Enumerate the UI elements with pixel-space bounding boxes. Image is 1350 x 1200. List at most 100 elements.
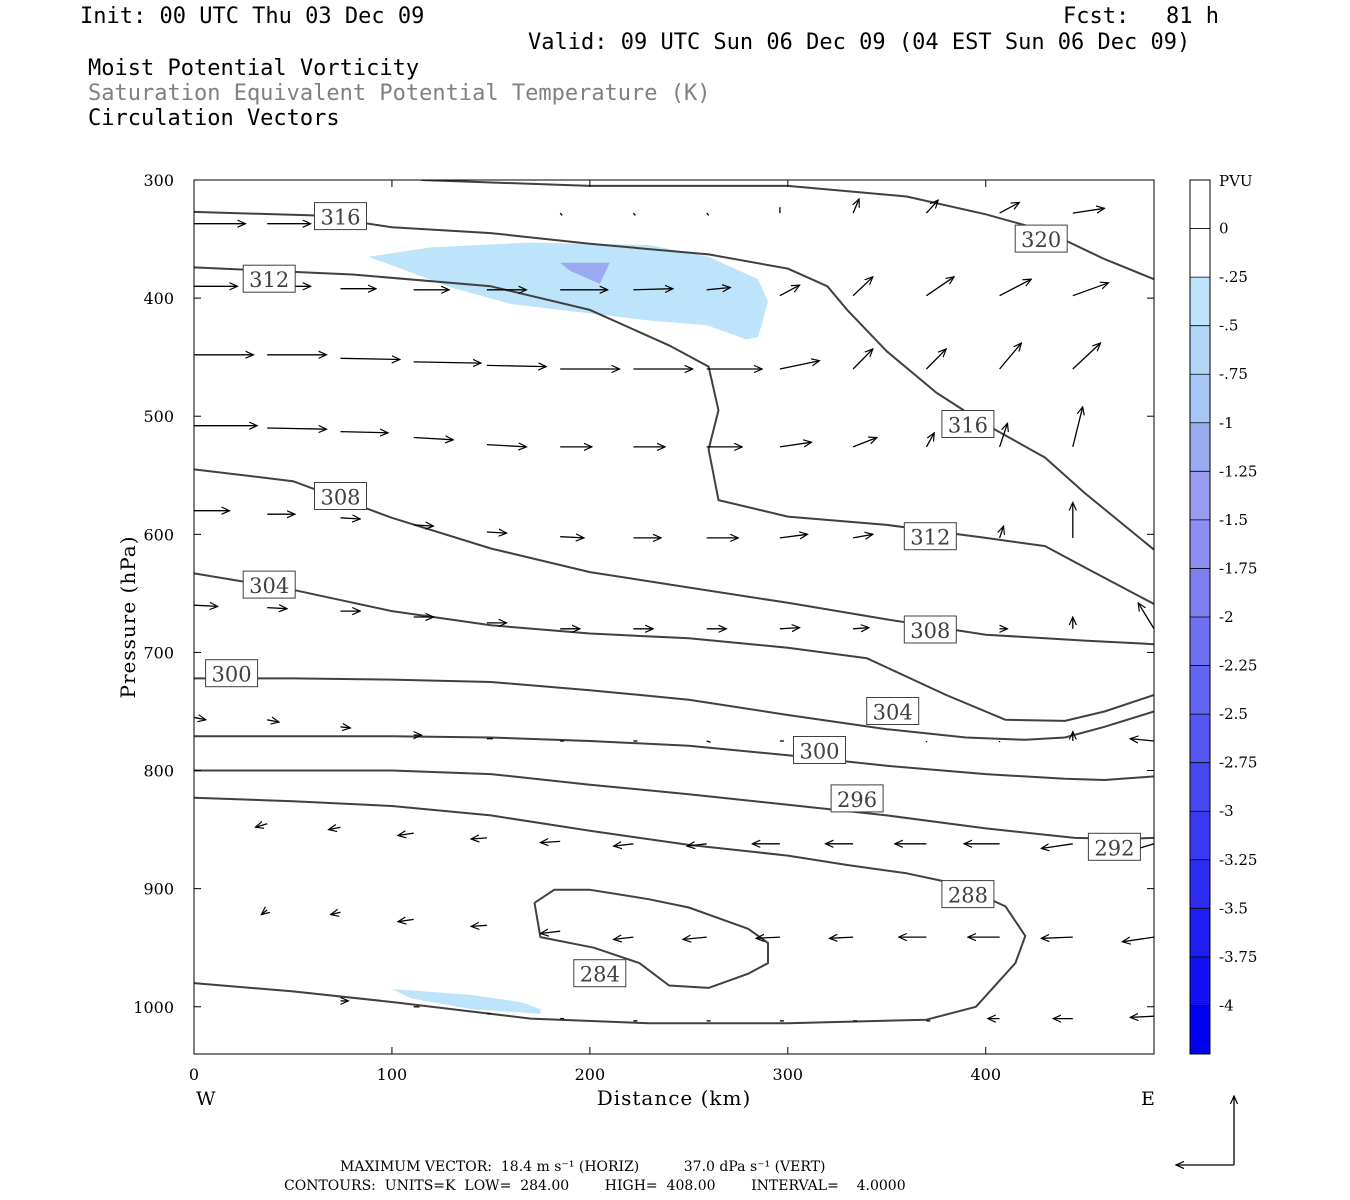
contour-label-box bbox=[573, 959, 627, 988]
x-axis-label: Distance (km) bbox=[597, 1086, 752, 1110]
field-title-vectors: Circulation Vectors bbox=[88, 106, 340, 131]
circulation-vector bbox=[540, 931, 561, 933]
colorbar-label: -.25 bbox=[1219, 268, 1248, 286]
colorbar-label: -1.75 bbox=[1219, 559, 1257, 577]
circulation-vector bbox=[926, 277, 954, 297]
contour-label-box bbox=[314, 202, 367, 231]
contour-label-box bbox=[205, 659, 259, 688]
colorbar-swatch bbox=[1190, 956, 1210, 1006]
contour-label: 308 bbox=[320, 486, 360, 510]
contour-label-box bbox=[242, 570, 296, 599]
max-vector-note: MAXIMUM VECTOR: 18.4 m s⁻¹ (HORIZ) 37.0 … bbox=[340, 1159, 825, 1175]
circulation-vector bbox=[194, 605, 218, 606]
init-time: Init: 00 UTC Thu 03 Dec 09 bbox=[80, 4, 425, 29]
circulation-vector bbox=[683, 937, 707, 939]
circulation-vector bbox=[340, 518, 361, 519]
pv-shade-1 bbox=[560, 262, 610, 284]
colorbar-swatch bbox=[1190, 908, 1210, 958]
colorbar-label: -2.75 bbox=[1219, 754, 1257, 772]
colorbar-label: -2.25 bbox=[1219, 657, 1257, 675]
contour-320 bbox=[421, 180, 1154, 281]
circulation-vector bbox=[1138, 603, 1154, 630]
circulation-vector bbox=[1130, 1016, 1154, 1017]
colorbar-label: -4 bbox=[1219, 996, 1234, 1014]
contour-304 bbox=[194, 572, 1154, 722]
circulation-vector bbox=[486, 365, 546, 366]
circulation-vector bbox=[1041, 843, 1073, 849]
circulation-vector bbox=[331, 912, 341, 914]
circulation-vectors bbox=[194, 199, 1154, 1021]
contour-label: 312 bbox=[249, 268, 289, 292]
contour-label-box bbox=[1014, 224, 1068, 253]
circulation-vector bbox=[267, 720, 279, 722]
contour-label: 296 bbox=[837, 788, 877, 812]
colorbar-swatch bbox=[1190, 180, 1210, 230]
circulation-vector bbox=[633, 289, 673, 290]
colorbar-swatch bbox=[1190, 1005, 1210, 1055]
x-tick-label: 0 bbox=[189, 1065, 199, 1084]
contour-label: 304 bbox=[249, 574, 289, 598]
circulation-vector bbox=[471, 925, 487, 926]
colorbar-label: -3.75 bbox=[1219, 948, 1257, 966]
circulation-vector bbox=[925, 200, 938, 214]
reference-vector-icon bbox=[1176, 1096, 1234, 1165]
contour-label: 284 bbox=[580, 963, 620, 987]
colorbar-swatch bbox=[1190, 665, 1210, 715]
colorbar-swatch bbox=[1190, 228, 1210, 278]
circulation-vector bbox=[340, 727, 351, 728]
contour-288 bbox=[194, 796, 1027, 1025]
circulation-vector bbox=[999, 343, 1022, 370]
circulation-vector bbox=[413, 438, 454, 440]
contour-300 bbox=[194, 677, 1154, 741]
x-tick-label: 100 bbox=[377, 1065, 408, 1084]
circulation-vector bbox=[486, 532, 507, 533]
circulation-vector bbox=[560, 537, 584, 538]
contour-label: 308 bbox=[910, 619, 950, 643]
circulation-vector bbox=[853, 199, 859, 214]
colorbar-swatch bbox=[1190, 325, 1210, 375]
y-tick-label: 900 bbox=[143, 880, 174, 899]
contour-label: 320 bbox=[1021, 228, 1061, 252]
circulation-vector bbox=[999, 279, 1032, 297]
colorbar-label: -1.25 bbox=[1219, 462, 1257, 480]
x-tick-label: 300 bbox=[773, 1065, 804, 1084]
colorbar-label: -3.25 bbox=[1219, 851, 1257, 869]
colorbar-swatch bbox=[1190, 859, 1210, 909]
contour-label: 288 bbox=[948, 884, 988, 908]
theta-es-contours bbox=[194, 180, 1154, 1025]
circulation-vector bbox=[779, 534, 808, 538]
colorbar-label: -2.5 bbox=[1219, 705, 1248, 723]
y-axis: 300 400 500 600 700 800 900 1000 bbox=[133, 171, 1154, 1017]
x-tick-label: 200 bbox=[575, 1065, 606, 1084]
colorbar-label: -2 bbox=[1219, 608, 1234, 626]
contour-label: 300 bbox=[212, 663, 252, 687]
circulation-vector bbox=[779, 285, 800, 297]
field-title-theta-es: Saturation Equivalent Potential Temperat… bbox=[88, 81, 711, 106]
circulation-vector bbox=[925, 433, 934, 448]
circulation-vector bbox=[706, 740, 711, 743]
circulation-vector bbox=[1072, 343, 1101, 370]
contour-292 bbox=[194, 769, 1154, 840]
circulation-vector bbox=[1041, 937, 1073, 938]
circulation-vector bbox=[1072, 407, 1083, 448]
circulation-vector bbox=[340, 432, 389, 433]
east-label: E bbox=[1141, 1088, 1155, 1110]
colorbar-swatch bbox=[1190, 519, 1210, 569]
circulation-vector bbox=[398, 833, 414, 835]
colorbar-swatch bbox=[1190, 277, 1210, 327]
circulation-vector bbox=[687, 844, 707, 846]
circulation-vector bbox=[999, 202, 1020, 214]
valid-time: Valid: 09 UTC Sun 06 Dec 09 (04 EST Sun … bbox=[528, 30, 1191, 55]
colorbar-swatch bbox=[1190, 811, 1210, 861]
circulation-vector bbox=[614, 844, 634, 846]
circulation-vector bbox=[998, 423, 1008, 448]
circulation-vector bbox=[255, 824, 268, 828]
circulation-vector bbox=[614, 937, 634, 939]
circulation-vector bbox=[413, 362, 481, 363]
contour-label: 316 bbox=[948, 414, 988, 438]
plot-frame bbox=[193, 179, 1155, 1055]
contour-label-box bbox=[1087, 832, 1141, 861]
y-tick-label: 400 bbox=[143, 289, 174, 308]
circulation-vector bbox=[471, 838, 487, 839]
contour-info: CONTOURS: UNITS=K LOW= 284.00 HIGH= 408.… bbox=[284, 1178, 906, 1194]
